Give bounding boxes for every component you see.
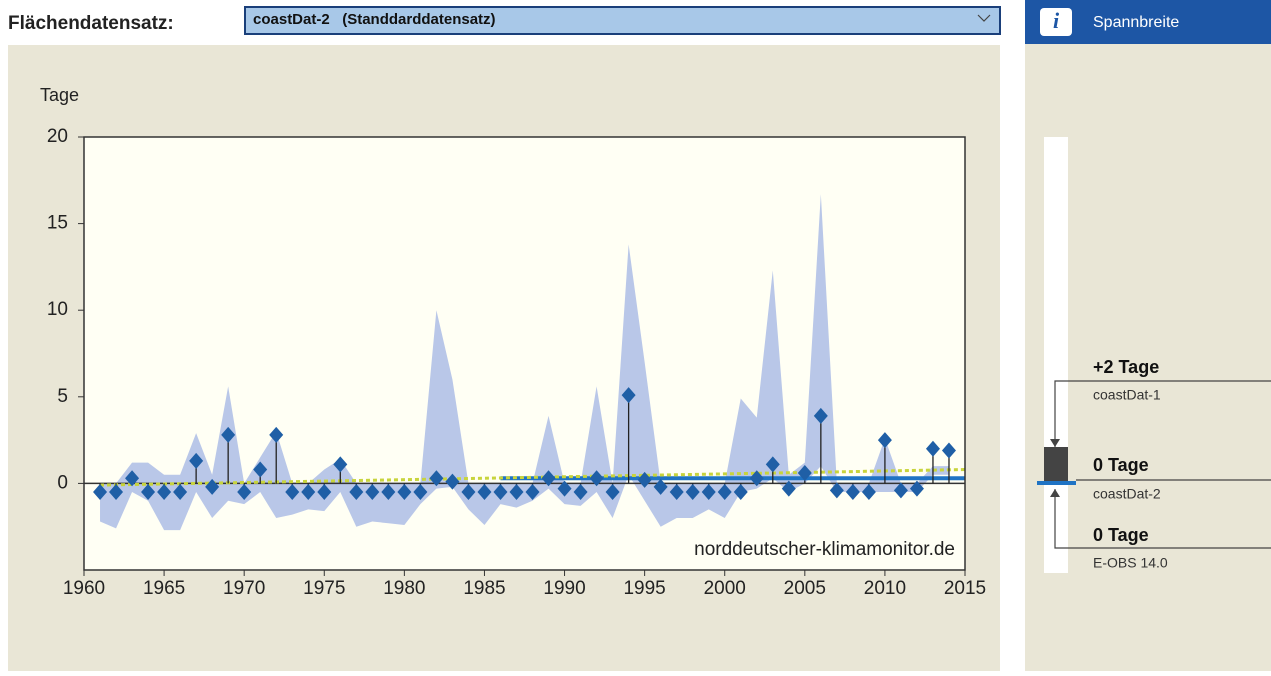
x-tick-label: 1990 <box>543 578 585 599</box>
plot-frame <box>83 136 966 571</box>
diamond <box>573 484 588 501</box>
y-axis-title: Tage <box>40 85 79 105</box>
x-tick-label: 2000 <box>704 578 746 599</box>
x-tick-label: 1980 <box>383 578 425 599</box>
diamond <box>749 470 764 487</box>
x-tick-label: 1960 <box>63 578 105 599</box>
diamond <box>413 484 428 501</box>
spread-band <box>100 194 949 531</box>
range-dataset: coastDat-2 <box>1093 486 1161 502</box>
diamond <box>621 387 636 404</box>
diamond <box>109 484 124 501</box>
diamond <box>733 484 748 501</box>
diamond <box>605 484 620 501</box>
diamond <box>269 426 284 443</box>
diamond <box>781 480 796 497</box>
diamond <box>589 470 604 487</box>
diamond <box>877 432 892 449</box>
diamond <box>701 484 716 501</box>
info-icon-glyph: i <box>1053 8 1060 33</box>
range-title: Spannbreite <box>1093 14 1179 31</box>
diamond <box>93 484 108 501</box>
diamond <box>925 440 940 457</box>
diamond <box>125 470 140 487</box>
x-tick-label: 1985 <box>463 578 505 599</box>
arrow-head <box>1050 439 1060 447</box>
diamond <box>557 480 572 497</box>
x-tick-label: 1975 <box>303 578 345 599</box>
dropdown-arrow <box>977 14 991 22</box>
x-tick-label: 1970 <box>223 578 265 599</box>
diamond <box>909 480 924 497</box>
diamond <box>845 484 860 501</box>
diamond <box>253 461 268 478</box>
diamond <box>861 484 876 501</box>
diamond <box>189 452 204 469</box>
range-span <box>1044 447 1068 483</box>
diamond <box>397 484 412 501</box>
range-value: +2 Tage <box>1093 357 1159 377</box>
arrow-head <box>1050 489 1060 497</box>
diamond <box>541 470 556 487</box>
diamond <box>765 456 780 473</box>
diamond <box>797 465 812 482</box>
diamond <box>493 484 508 501</box>
diamond <box>637 471 652 488</box>
info-icon[interactable] <box>1040 8 1072 36</box>
range-dataset: E-OBS 14.0 <box>1093 555 1168 571</box>
range-bar <box>1044 137 1068 573</box>
diamond <box>461 484 476 501</box>
dataset-label: Flächendatensatz: <box>8 13 174 34</box>
diamond <box>301 484 316 501</box>
y-tick-label: 0 <box>57 472 68 493</box>
diamond <box>381 484 396 501</box>
diamond <box>941 442 956 459</box>
x-tick-label: 2015 <box>944 578 986 599</box>
diamond <box>477 484 492 501</box>
x-tick-label: 1995 <box>623 578 665 599</box>
x-tick-label: 2005 <box>784 578 826 599</box>
x-tick-label: 2010 <box>864 578 906 599</box>
diamond <box>205 478 220 495</box>
connector <box>1054 380 1271 447</box>
diamond <box>237 484 252 501</box>
range-value: 0 Tage <box>1093 525 1149 545</box>
range-dataset: coastDat-1 <box>1093 387 1161 403</box>
diamond <box>365 484 380 501</box>
y-tick-label: 10 <box>47 299 68 320</box>
diamond <box>157 484 172 501</box>
diamond <box>173 484 188 501</box>
diamond <box>285 484 300 501</box>
diamond <box>829 482 844 499</box>
range-value: 0 Tage <box>1093 455 1149 475</box>
diamond <box>669 484 684 501</box>
diamond <box>653 478 668 495</box>
diamond <box>813 407 828 424</box>
dataset-dropdown[interactable] <box>244 6 1001 35</box>
diamond <box>893 482 908 499</box>
diamond <box>141 484 156 501</box>
diamond <box>445 473 460 490</box>
watermark: norddeutscher-klimamonitor.de <box>694 539 955 560</box>
diamond <box>221 426 236 443</box>
y-tick-label: 20 <box>47 126 68 147</box>
diamond <box>525 484 540 501</box>
connector <box>1054 489 1271 549</box>
diamond <box>685 484 700 501</box>
y-tick-label: 5 <box>57 386 68 407</box>
y-tick-label: 15 <box>47 213 68 234</box>
diamond <box>429 470 444 487</box>
diamond <box>509 484 524 501</box>
diamond <box>317 484 332 501</box>
diamond <box>717 484 732 501</box>
x-tick-label: 1965 <box>143 578 185 599</box>
diamond <box>349 484 364 501</box>
diamond <box>333 456 348 473</box>
dropdown-text: coastDat-2 (Standdarddatensatz) <box>253 11 496 28</box>
